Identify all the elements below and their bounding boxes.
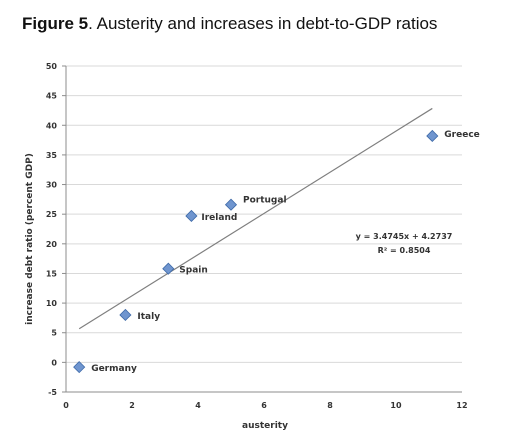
- gridlines: [66, 65, 462, 363]
- y-tick-label-2: 5: [51, 329, 57, 338]
- y-tick-labels: -5 0 5 10 15 20 25 30 35 40 45 50: [46, 62, 58, 397]
- y-tick-label-5: 20: [46, 240, 58, 249]
- x-tick-label-2: 4: [195, 401, 201, 410]
- data-points: [73, 129, 439, 374]
- data-point-germany: [73, 361, 86, 374]
- x-tick-label-1: 2: [129, 401, 135, 410]
- y-tick-label-7: 30: [46, 181, 58, 190]
- y-tick-label-0: -5: [48, 388, 57, 397]
- y-tick-label-4: 15: [46, 269, 58, 278]
- x-tick-label-5: 10: [390, 401, 402, 410]
- trendline-equation: y = 3.4745x + 4.2737: [356, 232, 453, 241]
- point-label-spain: Spain: [179, 266, 208, 276]
- data-point-greece: [426, 129, 439, 143]
- y-tick-label-1: 0: [51, 358, 57, 367]
- trendline-r-squared: R² = 0.8504: [378, 246, 431, 255]
- figure-title: Figure 5. Austerity and increases in deb…: [22, 14, 437, 34]
- y-tick-label-10: 45: [46, 92, 58, 101]
- point-label-germany: Germany: [91, 364, 137, 374]
- data-point-portugal: [224, 198, 238, 211]
- data-point-spain: [162, 262, 175, 275]
- point-label-italy: Italy: [137, 312, 160, 322]
- y-tick-label-11: 50: [46, 62, 58, 71]
- x-tick-label-0: 0: [63, 401, 69, 410]
- x-tick-label-3: 6: [261, 401, 267, 410]
- y-tick-label-9: 40: [46, 121, 58, 130]
- y-axis-label: increase debt ratio (percent GDP): [25, 153, 35, 325]
- axes: [62, 65, 462, 393]
- y-tick-label-3: 10: [46, 299, 58, 308]
- y-tick-label-6: 25: [46, 210, 58, 219]
- figure-label: Figure 5: [22, 14, 89, 33]
- x-tick-label-4: 8: [327, 401, 333, 410]
- figure-caption: . Austerity and increases in debt-to-GDP…: [88, 14, 438, 33]
- y-tick-label-8: 35: [46, 151, 58, 160]
- trendline: [78, 107, 433, 330]
- x-axis-label: austerity: [242, 421, 288, 431]
- data-point-italy: [119, 308, 132, 322]
- data-point-ireland: [185, 209, 198, 223]
- point-labels: Germany Italy Spain Ireland Portugal Greece: [91, 130, 480, 374]
- point-label-greece: Greece: [444, 130, 479, 140]
- point-label-portugal: Portugal: [243, 196, 287, 206]
- point-label-ireland: Ireland: [201, 213, 237, 223]
- x-tick-label-6: 12: [456, 401, 467, 410]
- x-tick-labels: 0 2 4 6 8 10 12: [63, 401, 467, 410]
